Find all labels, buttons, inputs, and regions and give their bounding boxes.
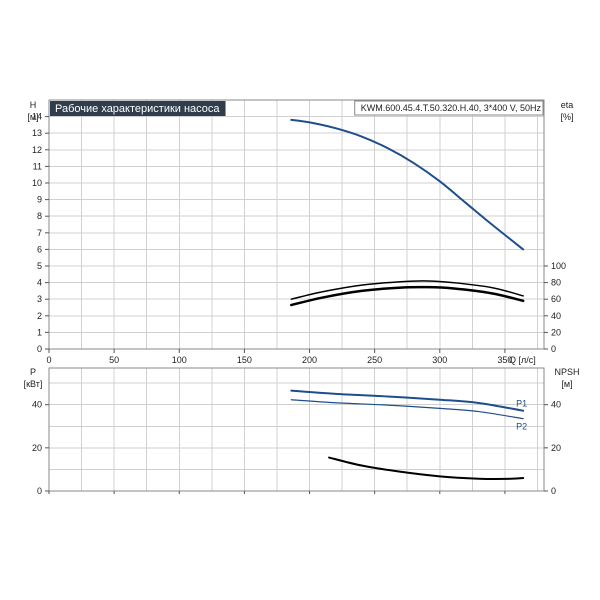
chart-title: Рабочие характеристики насоса	[50, 101, 226, 116]
efficiency-curve-2	[290, 285, 525, 307]
series-label-p2: P2	[516, 422, 527, 432]
x-tick-label: 150	[237, 355, 252, 365]
x-tick-label: 300	[432, 355, 447, 365]
y-tick-label-head: 9	[37, 195, 42, 205]
x-tick-label: 100	[172, 355, 187, 365]
y-tick-label-head: 10	[32, 178, 42, 188]
y-tick-label-eta: 80	[551, 278, 561, 288]
y-tick-label-head: 1	[37, 327, 42, 337]
y-tick-label-head: 3	[37, 294, 42, 304]
x-tick-label: 250	[367, 355, 382, 365]
y-axis-label-head: H	[30, 100, 37, 110]
y-axis-unit-head: [м]	[27, 112, 38, 122]
pump-model-box	[354, 100, 544, 116]
y-tick-label-head: 0	[37, 344, 42, 354]
y-tick-label-eta: 60	[551, 294, 561, 304]
efficiency-curve-1	[290, 280, 524, 300]
y-axis-label-npsh: NPSH	[554, 367, 579, 377]
y-axis-unit-eta: [%]	[560, 112, 573, 122]
plot-frame-top	[48, 99, 545, 350]
power-curve-p2	[290, 399, 524, 420]
y-tick-label-head: 12	[32, 145, 42, 155]
pump-model-label: KWM.600.45.4.T.50.320.H.40, 3*400 V, 50H…	[354, 100, 544, 116]
y-tick-label-npsh: 0	[551, 486, 556, 496]
y-tick-label-head: 2	[37, 311, 42, 321]
y-tick-label-head: 6	[37, 244, 42, 254]
chart-title-text: Рабочие характеристики насоса	[55, 103, 220, 115]
y-tick-label-head: 14	[32, 112, 42, 122]
y-tick-label-head: 8	[37, 211, 42, 221]
x-tick-label: 350	[497, 355, 512, 365]
y-tick-label-head: 4	[37, 278, 42, 288]
plot-frame-bottom	[48, 367, 545, 492]
y-tick-label-npsh: 40	[551, 400, 561, 410]
y-axis-unit-npsh: [м]	[561, 379, 572, 389]
power-npsh-panel: 0 20 40 0 20 40 P1 P2	[32, 367, 561, 496]
head-curve	[290, 118, 525, 251]
x-axis-label: Q [л/с]	[509, 355, 536, 365]
y-tick-label-npsh: 20	[551, 443, 561, 453]
y-tick-label-head: 11	[33, 161, 42, 171]
chart-labels: H [м] eta [%] Q [л/с] P [кВт] NPSH [м]	[24, 100, 580, 389]
series-label-p1: P1	[516, 399, 527, 409]
y-tick-label-eta: 0	[551, 344, 556, 354]
y-axis-label-power: P	[30, 367, 36, 377]
power-curve-p1	[290, 389, 525, 412]
y-tick-label-eta: 40	[551, 311, 561, 321]
y-tick-label-eta: 100	[551, 261, 566, 271]
pump-model-text: KWM.600.45.4.T.50.320.H.40, 3*400 V, 50H…	[361, 103, 542, 113]
x-tick-label: 200	[302, 355, 317, 365]
y-tick-label-head: 5	[37, 261, 42, 271]
y-tick-label-head: 13	[32, 128, 42, 138]
y-tick-label-power: 0	[37, 486, 42, 496]
y-tick-label-eta: 20	[551, 327, 561, 337]
y-axis-label-eta: eta	[561, 100, 574, 110]
x-tick-label: 50	[109, 355, 119, 365]
y-tick-label-head: 7	[37, 228, 42, 238]
y-tick-label-power: 20	[32, 443, 42, 453]
npsh-curve	[328, 456, 525, 481]
y-axis-unit-power: [кВт]	[24, 379, 43, 389]
y-tick-label-power: 40	[32, 400, 42, 410]
x-tick-label: 0	[46, 355, 51, 365]
chart-title-background	[50, 101, 226, 116]
